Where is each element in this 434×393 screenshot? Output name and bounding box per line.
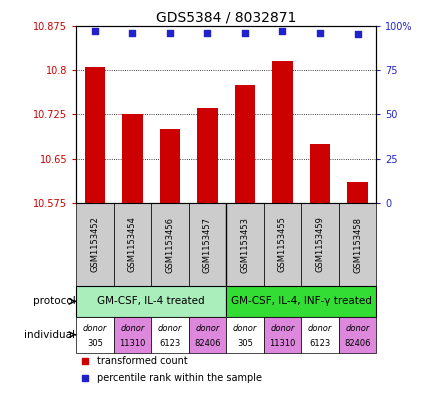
Text: GM-CSF, IL-4 treated: GM-CSF, IL-4 treated — [97, 296, 204, 307]
Text: 11310: 11310 — [119, 339, 145, 348]
Text: donor: donor — [345, 324, 369, 332]
Text: donor: donor — [270, 324, 294, 332]
Bar — [300, 203, 338, 286]
Text: percentile rank within the sample: percentile rank within the sample — [97, 373, 262, 383]
Bar — [188, 203, 226, 286]
Bar — [263, 203, 300, 286]
Bar — [338, 317, 375, 353]
Text: individual: individual — [24, 330, 75, 340]
Text: GSM1153457: GSM1153457 — [203, 217, 211, 273]
Text: 6123: 6123 — [309, 339, 330, 348]
Text: transformed count: transformed count — [97, 356, 187, 366]
Point — [278, 28, 285, 34]
Text: donor: donor — [232, 324, 256, 332]
Bar — [151, 317, 188, 353]
Text: GSM1153458: GSM1153458 — [352, 217, 361, 273]
Point — [353, 31, 360, 38]
Bar — [76, 286, 226, 317]
Text: GSM1153459: GSM1153459 — [315, 217, 324, 272]
Bar — [197, 108, 217, 203]
Text: donor: donor — [158, 324, 182, 332]
Text: GSM1153456: GSM1153456 — [165, 217, 174, 273]
Point — [91, 28, 98, 34]
Text: 6123: 6123 — [159, 339, 180, 348]
Text: 305: 305 — [87, 339, 102, 348]
Bar — [113, 203, 151, 286]
Bar — [113, 317, 151, 353]
Text: GSM1153453: GSM1153453 — [240, 217, 249, 273]
Bar — [76, 203, 113, 286]
Bar — [122, 114, 142, 203]
Bar — [346, 182, 367, 203]
Bar — [338, 203, 375, 286]
Bar — [226, 286, 375, 317]
Text: donor: donor — [82, 324, 107, 332]
Point — [128, 29, 135, 36]
Text: GSM1153455: GSM1153455 — [277, 217, 286, 272]
Title: GDS5384 / 8032871: GDS5384 / 8032871 — [156, 10, 296, 24]
Bar — [188, 317, 226, 353]
Bar — [272, 61, 292, 203]
Text: 82406: 82406 — [343, 339, 370, 348]
Text: protocol: protocol — [33, 296, 75, 307]
Bar — [234, 84, 255, 203]
Text: 305: 305 — [237, 339, 252, 348]
Text: donor: donor — [307, 324, 332, 332]
Text: GSM1153452: GSM1153452 — [90, 217, 99, 272]
Bar — [151, 203, 188, 286]
Text: GM-CSF, IL-4, INF-γ treated: GM-CSF, IL-4, INF-γ treated — [230, 296, 371, 307]
Bar — [263, 317, 300, 353]
Text: 82406: 82406 — [194, 339, 220, 348]
Bar — [226, 317, 263, 353]
Point — [316, 29, 323, 36]
Point — [204, 29, 210, 36]
Text: donor: donor — [120, 324, 144, 332]
Bar — [309, 144, 329, 203]
Point — [166, 29, 173, 36]
Text: GSM1153454: GSM1153454 — [128, 217, 137, 272]
Point — [241, 29, 248, 36]
Text: 11310: 11310 — [269, 339, 295, 348]
Bar — [84, 67, 105, 203]
Bar — [226, 203, 263, 286]
Bar — [76, 317, 113, 353]
Bar — [159, 129, 180, 203]
Text: donor: donor — [195, 324, 219, 332]
Bar — [300, 317, 338, 353]
